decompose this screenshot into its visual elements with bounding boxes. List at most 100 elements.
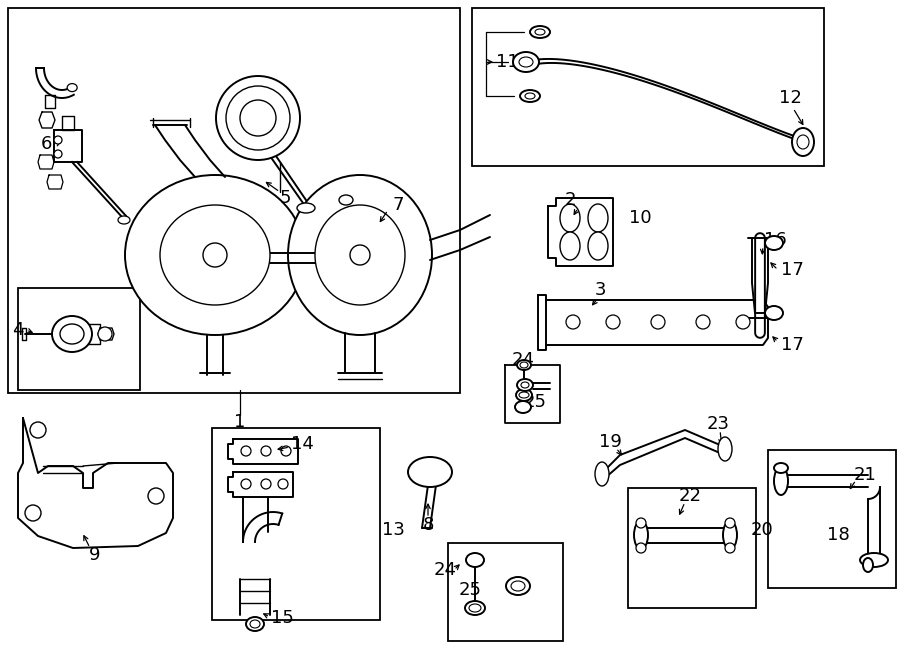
Ellipse shape bbox=[469, 604, 481, 612]
Circle shape bbox=[606, 315, 620, 329]
Ellipse shape bbox=[636, 543, 646, 553]
Ellipse shape bbox=[530, 26, 550, 38]
Ellipse shape bbox=[521, 382, 529, 388]
Ellipse shape bbox=[517, 379, 533, 391]
Text: 24: 24 bbox=[511, 351, 535, 369]
Ellipse shape bbox=[634, 521, 648, 549]
Ellipse shape bbox=[774, 467, 788, 495]
Ellipse shape bbox=[560, 204, 580, 232]
Circle shape bbox=[281, 446, 291, 456]
Circle shape bbox=[148, 488, 164, 504]
Ellipse shape bbox=[408, 457, 452, 487]
Text: 20: 20 bbox=[751, 521, 773, 539]
Bar bbox=[768, 450, 896, 588]
Ellipse shape bbox=[160, 205, 270, 305]
Ellipse shape bbox=[68, 83, 77, 92]
Text: 24: 24 bbox=[434, 561, 456, 579]
Circle shape bbox=[226, 86, 290, 150]
Text: 3: 3 bbox=[594, 281, 606, 299]
Ellipse shape bbox=[517, 360, 531, 370]
Ellipse shape bbox=[723, 521, 737, 549]
Ellipse shape bbox=[560, 232, 580, 260]
Text: 12: 12 bbox=[778, 89, 801, 107]
Bar bbox=[8, 8, 460, 393]
Text: 19: 19 bbox=[598, 433, 621, 451]
Ellipse shape bbox=[506, 577, 530, 595]
Ellipse shape bbox=[515, 401, 531, 413]
Circle shape bbox=[278, 479, 288, 489]
Ellipse shape bbox=[725, 518, 735, 528]
Bar bbox=[472, 8, 824, 166]
Text: 1: 1 bbox=[234, 413, 246, 431]
Ellipse shape bbox=[792, 128, 814, 156]
Ellipse shape bbox=[516, 389, 532, 401]
Text: 22: 22 bbox=[679, 487, 701, 505]
Circle shape bbox=[696, 315, 710, 329]
Circle shape bbox=[350, 245, 370, 265]
Text: 10: 10 bbox=[629, 209, 652, 227]
Ellipse shape bbox=[315, 205, 405, 305]
Ellipse shape bbox=[465, 601, 485, 615]
Ellipse shape bbox=[797, 135, 809, 149]
Circle shape bbox=[566, 315, 580, 329]
Ellipse shape bbox=[636, 518, 646, 528]
Ellipse shape bbox=[511, 581, 525, 591]
Circle shape bbox=[261, 446, 271, 456]
Text: 18: 18 bbox=[826, 526, 850, 544]
Bar bbox=[448, 543, 563, 641]
Circle shape bbox=[241, 479, 251, 489]
Ellipse shape bbox=[519, 57, 533, 67]
Text: 23: 23 bbox=[706, 415, 730, 433]
Bar bbox=[18, 288, 140, 390]
Ellipse shape bbox=[774, 463, 788, 473]
Text: 2: 2 bbox=[564, 191, 576, 209]
Ellipse shape bbox=[725, 543, 735, 553]
Text: 25: 25 bbox=[524, 393, 546, 411]
Ellipse shape bbox=[718, 437, 732, 461]
Bar bbox=[212, 428, 380, 620]
Text: 15: 15 bbox=[271, 609, 293, 627]
Ellipse shape bbox=[535, 29, 545, 35]
Ellipse shape bbox=[525, 93, 535, 99]
Text: 5: 5 bbox=[279, 189, 291, 207]
Ellipse shape bbox=[513, 52, 539, 72]
Text: 8: 8 bbox=[422, 516, 434, 534]
Circle shape bbox=[736, 315, 750, 329]
Ellipse shape bbox=[52, 316, 92, 352]
Circle shape bbox=[651, 315, 665, 329]
Text: 25: 25 bbox=[458, 581, 482, 599]
Ellipse shape bbox=[98, 327, 112, 341]
Text: 7: 7 bbox=[392, 196, 404, 214]
Text: 6: 6 bbox=[40, 135, 51, 153]
Circle shape bbox=[261, 479, 271, 489]
Ellipse shape bbox=[466, 553, 484, 567]
Ellipse shape bbox=[118, 216, 130, 224]
Text: 13: 13 bbox=[382, 521, 404, 539]
Text: 21: 21 bbox=[853, 466, 877, 484]
Ellipse shape bbox=[246, 617, 264, 631]
Circle shape bbox=[203, 243, 227, 267]
Ellipse shape bbox=[339, 195, 353, 205]
Ellipse shape bbox=[288, 175, 432, 335]
Text: 16: 16 bbox=[763, 231, 787, 249]
Ellipse shape bbox=[588, 232, 608, 260]
Text: 17: 17 bbox=[780, 261, 804, 279]
Circle shape bbox=[240, 100, 276, 136]
Ellipse shape bbox=[125, 175, 305, 335]
Text: 17: 17 bbox=[780, 336, 804, 354]
Ellipse shape bbox=[250, 620, 260, 628]
Ellipse shape bbox=[863, 558, 873, 572]
Ellipse shape bbox=[520, 90, 540, 102]
Ellipse shape bbox=[60, 324, 84, 344]
Text: 11: 11 bbox=[496, 53, 518, 71]
Ellipse shape bbox=[595, 462, 609, 486]
Ellipse shape bbox=[519, 392, 529, 398]
Ellipse shape bbox=[765, 236, 783, 250]
Ellipse shape bbox=[860, 553, 888, 567]
Text: 9: 9 bbox=[89, 546, 101, 564]
Circle shape bbox=[54, 136, 62, 144]
Circle shape bbox=[241, 446, 251, 456]
Ellipse shape bbox=[520, 362, 528, 368]
Circle shape bbox=[25, 505, 41, 521]
Bar bbox=[628, 488, 756, 608]
